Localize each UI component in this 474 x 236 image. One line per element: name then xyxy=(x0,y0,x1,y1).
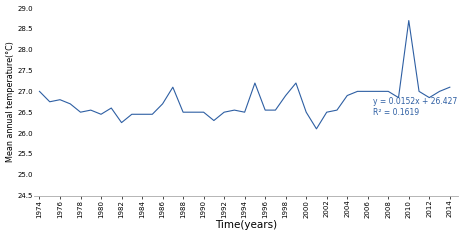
Y-axis label: Mean annual temperature(°C): Mean annual temperature(°C) xyxy=(6,41,15,162)
X-axis label: Time(years): Time(years) xyxy=(215,220,277,230)
Text: y = 0.0152x + 26.427
R² = 0.1619: y = 0.0152x + 26.427 R² = 0.1619 xyxy=(373,97,457,117)
